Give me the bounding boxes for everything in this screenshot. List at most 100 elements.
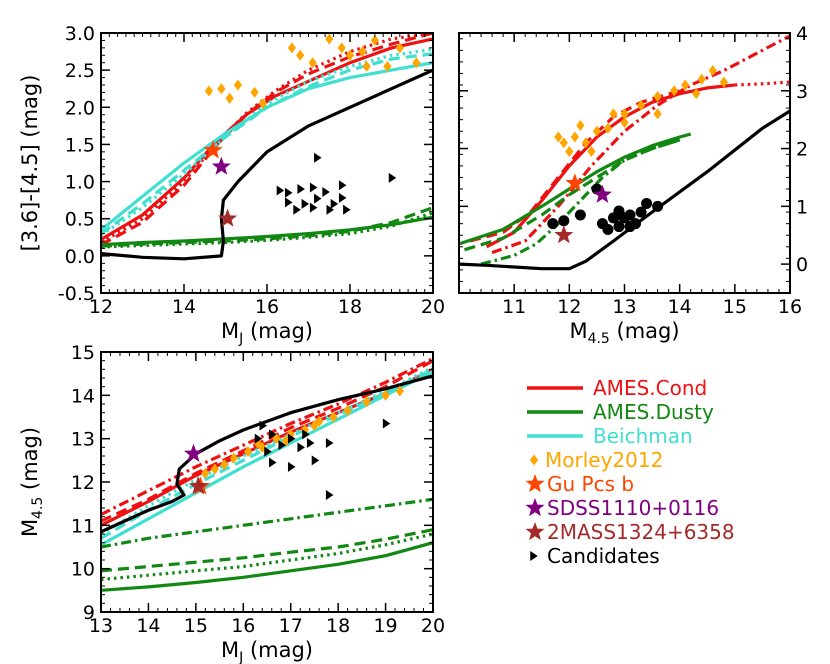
- morley-point: [653, 108, 662, 120]
- star-marker: [218, 208, 238, 227]
- y-tick-label: 3.0: [65, 23, 95, 45]
- morley-point: [358, 46, 367, 58]
- morley-point: [287, 42, 297, 54]
- plot-area-bl: [101, 357, 433, 592]
- candidate-dot: [652, 200, 664, 212]
- morley-point: [308, 57, 317, 69]
- candidate-point: [306, 438, 315, 448]
- series-line: [101, 357, 433, 516]
- series-line: [101, 52, 433, 235]
- series-line: [459, 132, 692, 246]
- morley-point: [620, 117, 629, 129]
- morley-point: [697, 73, 706, 85]
- morley-point: [250, 86, 259, 98]
- legend-label: AMES.Dusty: [593, 400, 714, 424]
- morley-point: [395, 42, 404, 54]
- morley-point: [570, 131, 579, 143]
- candidate-point: [388, 172, 397, 183]
- morley-point: [210, 463, 219, 475]
- y-tick-label: 10: [71, 559, 95, 581]
- series-line: [101, 33, 433, 247]
- legend-label: Morley2012: [545, 448, 663, 472]
- morley-point: [412, 57, 421, 69]
- legend-item: Candidates: [530, 544, 660, 568]
- y-axis-label: M4.5 (mag): [18, 427, 46, 537]
- morley-point: [217, 83, 226, 95]
- x-axis-label: MJ (mag): [221, 319, 313, 347]
- morley-point: [258, 98, 267, 110]
- candidate-point: [293, 204, 301, 215]
- y-tick-label: 2: [796, 139, 808, 161]
- series-line: [101, 47, 433, 237]
- x-tick-label: 13: [612, 296, 636, 318]
- x-tick-label: 18: [326, 615, 350, 637]
- legend-item: Beichman: [527, 424, 693, 448]
- candidate-point: [326, 204, 334, 215]
- legend-diamond: [529, 454, 539, 466]
- morley-point: [554, 131, 563, 143]
- morley-point: [653, 91, 662, 103]
- candidate-point: [382, 418, 391, 429]
- morley-point: [383, 60, 392, 72]
- morley-point: [220, 459, 229, 471]
- morley-point: [337, 42, 346, 54]
- candidate-dot: [630, 218, 642, 230]
- candidate-point: [297, 184, 305, 194]
- candidate-point: [302, 429, 310, 440]
- series-line: [101, 370, 433, 547]
- candidate-point: [259, 420, 268, 431]
- legend-star: [525, 522, 545, 541]
- morley-point: [343, 405, 352, 416]
- morley-point: [719, 76, 728, 88]
- morley-point: [692, 88, 701, 100]
- star-marker: [183, 443, 203, 462]
- plot-area-tl: [101, 33, 433, 261]
- series-line: [101, 215, 433, 247]
- y-tick-label: 9: [83, 602, 95, 624]
- legend-item: SDSS1110+0116: [525, 496, 719, 520]
- morley-point: [587, 145, 596, 157]
- candidate-point: [311, 455, 320, 466]
- morley-point: [329, 411, 338, 423]
- y-tick-label: 13: [71, 429, 95, 451]
- morley-point: [565, 145, 574, 157]
- candidate-point: [268, 429, 277, 440]
- legend-item: AMES.Cond: [527, 376, 707, 400]
- star-marker: [188, 476, 208, 495]
- y-tick-label: 11: [71, 515, 95, 537]
- star-marker: [565, 173, 585, 192]
- candidate-point: [325, 490, 334, 500]
- morley-point: [345, 49, 355, 61]
- series-line: [101, 33, 433, 244]
- series-line: [101, 374, 433, 534]
- legend-star: [525, 474, 545, 493]
- series-line: [101, 367, 433, 540]
- x-tick-label: 15: [723, 296, 747, 318]
- candidate-point: [278, 440, 286, 451]
- x-axis-label: MJ (mag): [221, 638, 313, 664]
- morley-point: [204, 85, 214, 97]
- candidate-point: [268, 457, 277, 468]
- legend-triangle: [530, 551, 538, 561]
- y-tick-label: 1.0: [65, 172, 95, 194]
- legend-label: AMES.Cond: [593, 376, 707, 400]
- candidate-point: [330, 198, 339, 209]
- morley-point: [559, 137, 568, 149]
- x-tick-label: 18: [338, 296, 362, 318]
- legend-label: Gu Pcs b: [547, 472, 634, 496]
- legend-item: 2MASS1324+6358: [525, 520, 735, 544]
- x-tick-label: 14: [172, 296, 196, 318]
- x-tick-label: 13: [89, 615, 113, 637]
- star-marker: [211, 156, 231, 175]
- morley-point: [325, 33, 334, 45]
- candidate-point: [297, 442, 305, 453]
- morley-point: [229, 452, 238, 464]
- morley-point: [576, 119, 585, 131]
- series-line: [101, 541, 433, 592]
- legend-label: SDSS1110+0116: [547, 496, 719, 520]
- candidate-dot: [635, 206, 647, 218]
- candidate-point: [301, 198, 310, 209]
- y-tick-label: 1.5: [65, 134, 95, 156]
- morley-point: [592, 125, 602, 137]
